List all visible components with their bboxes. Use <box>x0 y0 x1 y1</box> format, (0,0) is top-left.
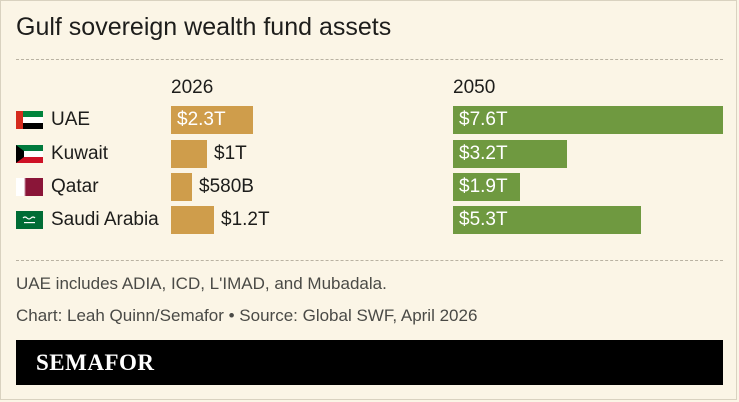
bar-saudi-arabia-2050 <box>453 206 641 234</box>
chart-source: Chart: Leah Quinn/Semafor • Source: Glob… <box>16 306 478 325</box>
footer-bar: SEMAFOR <box>16 340 723 385</box>
value-label-kuwait-2050: $3.2T <box>459 143 508 164</box>
bar-qatar-2050 <box>453 173 520 201</box>
bar-qatar-2026 <box>171 173 192 201</box>
column-header-2026: 2026 <box>171 77 214 98</box>
value-label-uae-2050: $7.6T <box>459 109 508 130</box>
brand-logo: SEMAFOR <box>36 350 155 375</box>
uae-flag-icon <box>16 111 43 129</box>
bar-kuwait-2026 <box>171 140 207 168</box>
column-header-2050: 2050 <box>453 77 496 98</box>
chart-note: UAE includes ADIA, ICD, L'IMAD, and Muba… <box>16 274 387 293</box>
saudi-arabia-flag-icon <box>16 211 43 229</box>
row-label-saudi-arabia: Saudi Arabia <box>51 209 159 230</box>
kuwait-flag-icon <box>16 145 43 163</box>
qatar-flag-icon <box>16 178 43 196</box>
row-label-uae: UAE <box>51 109 91 130</box>
row-label-qatar: Qatar <box>51 176 99 197</box>
bar-kuwait-2050 <box>453 140 567 168</box>
divider-bottom <box>16 260 723 261</box>
bar-uae-2050 <box>453 106 723 134</box>
chart-title: Gulf sovereign wealth fund assets <box>16 13 392 41</box>
row-label-kuwait: Kuwait <box>51 143 109 164</box>
bar-saudi-arabia-2026 <box>171 206 214 234</box>
value-label-kuwait-2026: $1T <box>214 143 247 164</box>
value-label-uae-2026: $2.3T <box>177 109 226 130</box>
divider-top <box>16 59 723 60</box>
value-label-saudi-arabia-2026: $1.2T <box>221 209 270 230</box>
value-label-qatar-2050: $1.9T <box>459 176 508 197</box>
bar-uae-2026 <box>171 106 253 134</box>
value-label-saudi-arabia-2050: $5.3T <box>459 209 508 230</box>
value-label-qatar-2026: $580B <box>199 176 254 197</box>
